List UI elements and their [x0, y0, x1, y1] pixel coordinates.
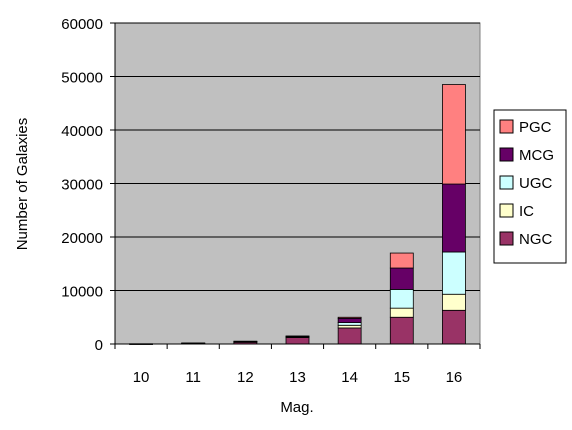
y-tick-label: 60000 [61, 16, 103, 33]
x-tick-label: 10 [133, 369, 150, 386]
legend-label-ngc: NGC [519, 231, 553, 248]
legend-swatch-ic [499, 203, 514, 218]
legend-swatch-ugc [499, 175, 514, 190]
legend-swatch-ngc [499, 231, 514, 246]
y-tick-labels: 0 10000 20000 30000 40000 50000 60000 [61, 16, 115, 354]
bar-segment-ic-14 [337, 324, 362, 329]
y-tick-label: 0 [95, 337, 103, 354]
bar-segment-ngc-13 [285, 337, 310, 345]
bar-segment-mcg-13 [285, 335, 310, 338]
y-tick-label: 40000 [61, 123, 103, 140]
x-tick-label: 14 [341, 369, 358, 386]
gridlines [115, 22, 480, 291]
x-tick-label: 11 [185, 369, 201, 386]
x-tick-label: 16 [446, 369, 463, 386]
x-tick-label: 12 [237, 369, 254, 386]
legend-label-ic: IC [519, 203, 534, 220]
bar-segment-mcg-16 [442, 183, 466, 253]
bar-segment-pgc-14 [337, 316, 362, 319]
bar-segment-ugc-15 [389, 289, 414, 309]
bar-segment-ngc-16 [442, 309, 466, 345]
bar-segment-ugc-14 [337, 322, 362, 326]
bar-segment-ugc-16 [442, 251, 466, 295]
bar-segment-ngc-14 [337, 327, 362, 345]
y-tick-label: 50000 [61, 70, 103, 87]
bar-segment-mcg-15 [389, 267, 414, 290]
y-tick-label: 10000 [61, 284, 103, 301]
y-tick-label: 20000 [61, 230, 103, 247]
legend-label-pgc: PGC [519, 119, 552, 136]
x-tick-label: 13 [289, 369, 306, 386]
bar-segment-mcg-12 [233, 340, 258, 343]
legend-label-mcg: MCG [519, 147, 554, 164]
bar-segment-ic-16 [442, 293, 466, 311]
legend-swatch-mcg [499, 147, 514, 162]
legend-swatch-pgc [499, 119, 514, 134]
x-axis-title: Mag. [280, 399, 313, 416]
bar-segment-ic-15 [389, 307, 414, 318]
bar-segment-ngc-15 [389, 316, 414, 345]
bar-segment-pgc-15 [389, 252, 414, 269]
legend: PGC MCG UGC IC NGC [493, 109, 567, 264]
y-axis-title: Number of Galaxies [14, 118, 31, 251]
y-tick-label: 30000 [61, 177, 103, 194]
legend-label-ugc: UGC [519, 175, 553, 192]
x-tick-labels: 10 11 12 13 14 15 16 [114, 344, 481, 386]
bar-segment-pgc-16 [442, 84, 466, 185]
x-tick-label: 15 [393, 369, 410, 386]
bar-segment-mcg-14 [337, 317, 362, 324]
